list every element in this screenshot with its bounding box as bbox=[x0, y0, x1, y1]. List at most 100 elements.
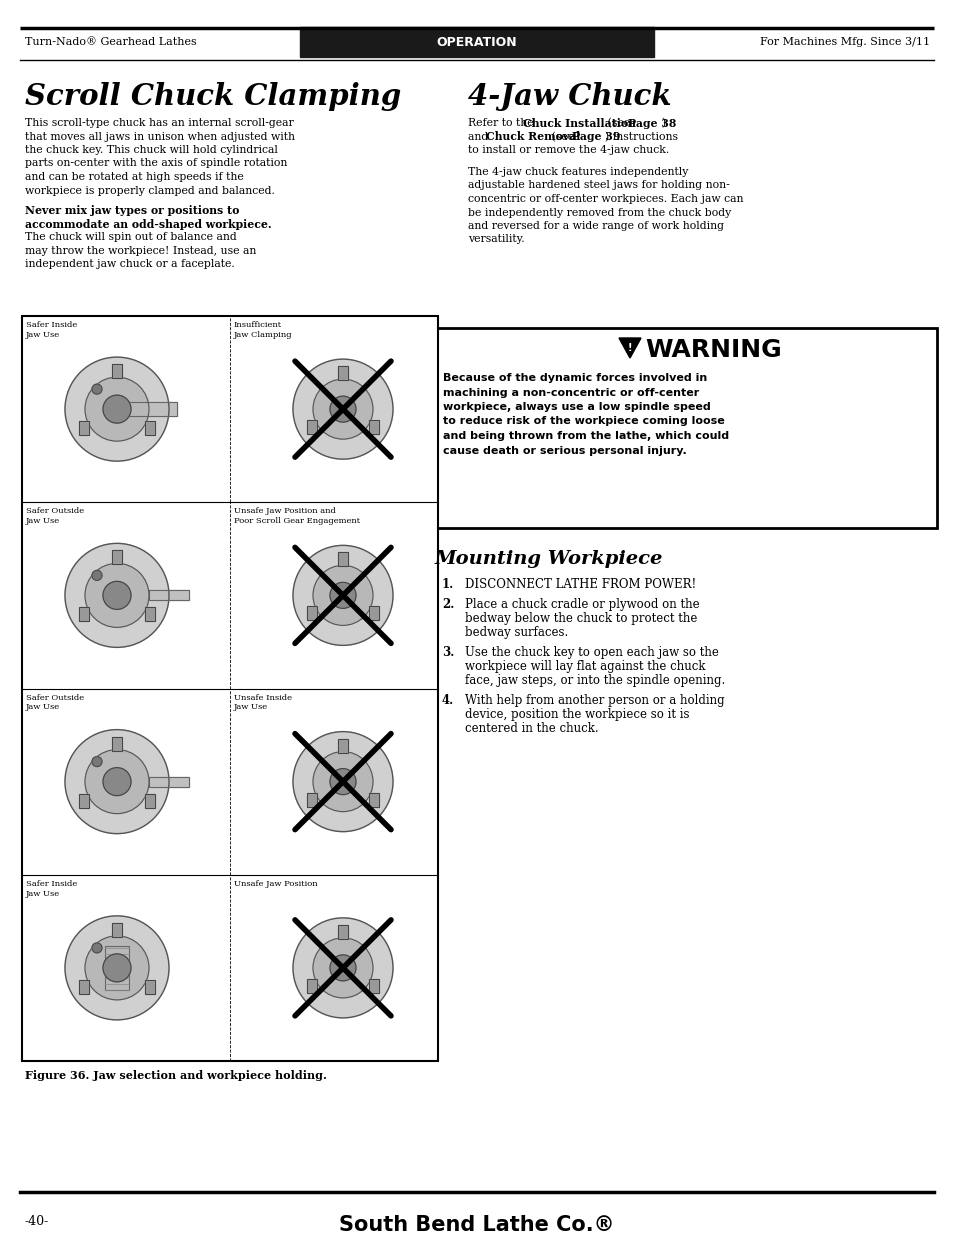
Bar bbox=[307, 420, 316, 435]
Text: Insufficient
Jaw Clamping: Insufficient Jaw Clamping bbox=[233, 321, 293, 338]
Text: device, position the workpiece so it is: device, position the workpiece so it is bbox=[464, 708, 689, 721]
Text: Page 39: Page 39 bbox=[572, 131, 619, 142]
Bar bbox=[337, 366, 348, 380]
Text: 3.: 3. bbox=[441, 646, 454, 659]
Text: OPERATION: OPERATION bbox=[436, 36, 517, 48]
Text: Unsafe Jaw Position: Unsafe Jaw Position bbox=[233, 879, 317, 888]
Circle shape bbox=[330, 583, 355, 609]
Bar bbox=[79, 421, 89, 435]
Bar bbox=[307, 979, 316, 993]
Bar bbox=[369, 979, 378, 993]
Bar bbox=[112, 551, 122, 564]
Circle shape bbox=[103, 395, 131, 424]
Text: Use the chuck key to open each jaw so the: Use the chuck key to open each jaw so th… bbox=[464, 646, 719, 659]
Text: Scroll Chuck Clamping: Scroll Chuck Clamping bbox=[25, 82, 401, 111]
Text: Never mix jaw types or positions to: Never mix jaw types or positions to bbox=[25, 205, 239, 216]
Circle shape bbox=[313, 379, 373, 440]
Text: accommodate an odd-shaped workpiece.: accommodate an odd-shaped workpiece. bbox=[25, 219, 272, 230]
Text: Chuck Installation: Chuck Installation bbox=[522, 119, 636, 128]
Bar bbox=[79, 421, 89, 435]
Bar bbox=[307, 793, 316, 806]
Circle shape bbox=[330, 955, 355, 981]
Circle shape bbox=[85, 377, 149, 441]
Bar bbox=[337, 366, 348, 380]
Text: and: and bbox=[468, 131, 491, 142]
Text: workpiece, always use a low spindle speed: workpiece, always use a low spindle spee… bbox=[442, 403, 710, 412]
Text: workpiece will lay flat against the chuck: workpiece will lay flat against the chuc… bbox=[464, 659, 705, 673]
Bar bbox=[112, 364, 122, 378]
Bar bbox=[307, 979, 316, 993]
Text: and can be rotated at high speeds if the: and can be rotated at high speeds if the bbox=[25, 172, 244, 182]
Bar bbox=[145, 979, 154, 994]
Bar bbox=[145, 608, 154, 621]
Text: versatility.: versatility. bbox=[468, 235, 524, 245]
Bar bbox=[369, 979, 378, 993]
Text: Safer Inside
Jaw Use: Safer Inside Jaw Use bbox=[26, 321, 77, 338]
Bar bbox=[149, 590, 189, 600]
Text: bedway surfaces.: bedway surfaces. bbox=[464, 626, 568, 638]
Circle shape bbox=[103, 582, 131, 609]
Bar bbox=[337, 552, 348, 567]
Bar bbox=[307, 420, 316, 435]
Bar bbox=[145, 794, 154, 808]
Text: the chuck key. This chuck will hold cylindrical: the chuck key. This chuck will hold cyli… bbox=[25, 144, 277, 156]
Text: face, jaw steps, or into the spindle opening.: face, jaw steps, or into the spindle ope… bbox=[464, 674, 724, 687]
Text: The 4-jaw chuck features independently: The 4-jaw chuck features independently bbox=[468, 167, 688, 177]
Text: -40-: -40- bbox=[25, 1215, 50, 1228]
Text: machining a non-concentric or off-center: machining a non-concentric or off-center bbox=[442, 388, 699, 398]
Circle shape bbox=[65, 916, 169, 1020]
Bar bbox=[79, 794, 89, 808]
Bar bbox=[299, 27, 654, 57]
Text: For Machines Mfg. Since 3/11: For Machines Mfg. Since 3/11 bbox=[760, 37, 929, 47]
Bar bbox=[112, 736, 122, 751]
Circle shape bbox=[293, 918, 393, 1018]
Circle shape bbox=[313, 937, 373, 998]
Circle shape bbox=[313, 752, 373, 811]
Text: to reduce risk of the workpiece coming loose: to reduce risk of the workpiece coming l… bbox=[442, 416, 724, 426]
Text: workpiece is properly clamped and balanced.: workpiece is properly clamped and balanc… bbox=[25, 185, 274, 195]
Bar bbox=[107, 403, 177, 416]
Bar bbox=[307, 606, 316, 620]
Text: parts on-center with the axis of spindle rotation: parts on-center with the axis of spindle… bbox=[25, 158, 287, 168]
Circle shape bbox=[85, 750, 149, 814]
Text: 4.: 4. bbox=[441, 694, 454, 706]
Text: 4-Jaw Chuck: 4-Jaw Chuck bbox=[468, 82, 671, 111]
Text: to install or remove the 4-jaw chuck.: to install or remove the 4-jaw chuck. bbox=[468, 144, 669, 156]
Bar bbox=[112, 923, 122, 937]
Bar bbox=[145, 421, 154, 435]
Circle shape bbox=[293, 731, 393, 831]
Text: Safer Outside
Jaw Use: Safer Outside Jaw Use bbox=[26, 694, 84, 711]
Bar bbox=[112, 364, 122, 378]
Bar bbox=[149, 777, 189, 787]
Text: and reversed for a wide range of work holding: and reversed for a wide range of work ho… bbox=[468, 221, 723, 231]
Text: be independently removed from the chuck body: be independently removed from the chuck … bbox=[468, 207, 731, 217]
Text: ): ) bbox=[660, 119, 664, 128]
Bar bbox=[105, 946, 129, 990]
Circle shape bbox=[85, 936, 149, 1000]
Text: 1.: 1. bbox=[441, 578, 454, 592]
Text: concentric or off-center workpieces. Each jaw can: concentric or off-center workpieces. Eac… bbox=[468, 194, 742, 204]
Text: Turn-Nado® Gearhead Lathes: Turn-Nado® Gearhead Lathes bbox=[25, 37, 196, 47]
Bar bbox=[79, 979, 89, 994]
Text: Figure 36. Jaw selection and workpiece holding.: Figure 36. Jaw selection and workpiece h… bbox=[25, 1070, 327, 1081]
Text: Safer Outside
Jaw Use: Safer Outside Jaw Use bbox=[26, 508, 84, 525]
Text: This scroll-type chuck has an internal scroll-gear: This scroll-type chuck has an internal s… bbox=[25, 119, 294, 128]
Text: The chuck will spin out of balance and: The chuck will spin out of balance and bbox=[25, 232, 236, 242]
Bar bbox=[145, 979, 154, 994]
Text: (see: (see bbox=[603, 119, 633, 128]
Circle shape bbox=[293, 546, 393, 646]
Bar bbox=[22, 316, 437, 1061]
Circle shape bbox=[91, 942, 102, 953]
Text: Safer Inside
Jaw Use: Safer Inside Jaw Use bbox=[26, 879, 77, 898]
Bar bbox=[337, 552, 348, 567]
Circle shape bbox=[65, 543, 169, 647]
Text: Unsafe Jaw Position and
Poor Scroll Gear Engagement: Unsafe Jaw Position and Poor Scroll Gear… bbox=[233, 508, 359, 525]
Text: Page 38: Page 38 bbox=[627, 119, 676, 128]
Bar bbox=[369, 606, 378, 620]
Text: Place a chuck cradle or plywood on the: Place a chuck cradle or plywood on the bbox=[464, 598, 699, 611]
Text: WARNING: WARNING bbox=[644, 338, 781, 362]
Bar bbox=[145, 794, 154, 808]
Bar bbox=[337, 925, 348, 939]
Bar bbox=[369, 420, 378, 435]
Circle shape bbox=[330, 396, 355, 422]
